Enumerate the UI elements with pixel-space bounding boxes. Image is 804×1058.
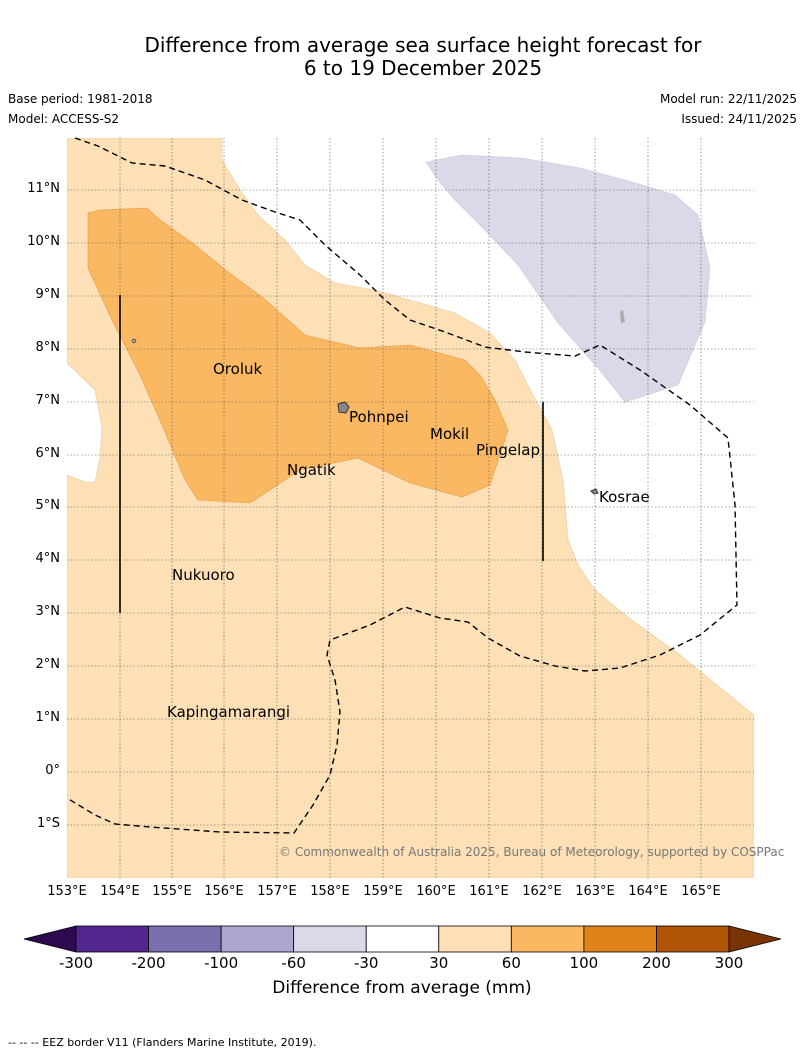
colorbar-segment [75, 925, 149, 953]
lat-label: 0° [45, 763, 60, 778]
small-island-marker [131, 338, 137, 344]
place-label-ngatik: Ngatik [287, 461, 336, 479]
colorbar-tick-label: 300 [714, 954, 744, 972]
lat-label: 9°N [35, 287, 61, 302]
colorbar-segment [583, 925, 657, 953]
colorbar-extension-low [23, 925, 77, 953]
lon-label: 161°E [469, 884, 509, 899]
colorbar-tick-label: -200 [131, 954, 166, 972]
lat-label: 6°N [35, 446, 61, 461]
colorbar-segment [148, 925, 222, 953]
colorbar-tick-label: 30 [429, 954, 449, 972]
lon-label: 156°E [204, 884, 244, 899]
colorbar-segment [510, 925, 585, 953]
lat-label: 2°N [35, 657, 61, 672]
title-line-2: 6 to 19 December 2025 [303, 56, 543, 80]
place-label-kapingamarangi: Kapingamarangi [167, 703, 291, 721]
lat-label: 3°N [35, 604, 61, 619]
lat-label: 10°N [27, 234, 60, 249]
lon-label: 164°E [628, 884, 668, 899]
model-name: Model: ACCESS-S2 [8, 112, 120, 126]
colorbar-segment [656, 925, 730, 953]
copyright-notice: © Commonwealth of Australia 2025, Bureau… [279, 845, 785, 859]
lat-label: 8°N [35, 340, 61, 355]
base-period: Base period: 1981-2018 [8, 92, 153, 106]
lon-label: 163°E [575, 884, 615, 899]
place-label-nukuoro: Nukuoro [172, 566, 235, 584]
place-label-kosrae: Kosrae [599, 488, 650, 506]
place-label-oroluk: Oroluk [213, 360, 263, 378]
lon-label: 162°E [522, 884, 562, 899]
colorbar-tick-label: 60 [501, 954, 521, 972]
lat-label: 7°N [35, 393, 61, 408]
kosrae-island [590, 488, 599, 495]
anomaly-region-60-100 [87, 207, 509, 504]
lon-label: 159°E [363, 884, 403, 899]
colorbar [23, 925, 782, 953]
title-line-1: Difference from average sea surface heig… [144, 33, 702, 57]
lat-label: 4°N [35, 551, 61, 566]
map-gridlines [67, 138, 754, 878]
colorbar-segment [438, 925, 512, 953]
lon-label: 154°E [100, 884, 140, 899]
lon-label: 165°E [681, 884, 721, 899]
anomaly-region-neg60-neg30 [425, 154, 711, 403]
lon-label: 153°E [47, 884, 87, 899]
lat-label: 11°N [27, 181, 60, 196]
eez-border [66, 137, 738, 834]
colorbar-extension-high [728, 925, 782, 953]
eez-footnote: -- -- -- EEZ border V11 (Flanders Marine… [8, 1036, 317, 1049]
place-label-pohnpei: Pohnpei [349, 408, 409, 426]
lon-label: 155°E [152, 884, 192, 899]
colorbar-segment [293, 925, 367, 953]
model-run: Model run: 22/11/2025 [659, 92, 797, 106]
lon-label: 157°E [257, 884, 297, 899]
colorbar-segment [220, 925, 295, 953]
colorbar-segment [365, 925, 440, 953]
small-island-marker [620, 310, 625, 323]
colorbar-label: Difference from average (mm) [272, 978, 532, 998]
lat-label: 1°N [35, 710, 61, 725]
colorbar-tick-label: -60 [281, 954, 306, 972]
colorbar-tick-label: 100 [569, 954, 599, 972]
colorbar-tick-label: -30 [353, 954, 379, 972]
lat-label: 1°S [36, 816, 60, 831]
lon-label: 158°E [310, 884, 350, 899]
place-label-pingelap: Pingelap [476, 441, 541, 459]
pohnpei-island [337, 401, 350, 414]
lon-label: 160°E [416, 884, 456, 899]
colorbar-tick-label: 200 [642, 954, 671, 972]
place-label-mokil: Mokil [430, 425, 470, 443]
colorbar-tick-label: -100 [204, 954, 239, 972]
lat-label: 5°N [35, 498, 61, 513]
colorbar-tick-label: -300 [58, 954, 94, 972]
issued-date: Issued: 24/11/2025 [681, 112, 797, 126]
